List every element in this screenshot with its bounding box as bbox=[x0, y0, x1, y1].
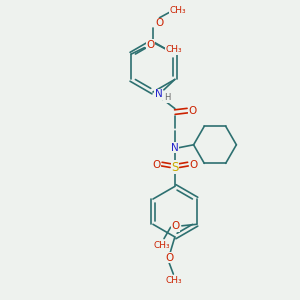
Text: H: H bbox=[164, 93, 170, 102]
Text: O: O bbox=[189, 160, 197, 170]
Text: CH₃: CH₃ bbox=[170, 6, 187, 15]
Text: O: O bbox=[152, 160, 160, 170]
Text: O: O bbox=[166, 253, 174, 263]
Text: O: O bbox=[189, 106, 197, 116]
Text: N: N bbox=[154, 89, 162, 99]
Text: CH₃: CH₃ bbox=[153, 241, 170, 250]
Text: S: S bbox=[171, 160, 178, 174]
Text: CH₃: CH₃ bbox=[166, 45, 182, 54]
Text: O: O bbox=[171, 221, 179, 231]
Text: O: O bbox=[146, 40, 154, 50]
Text: O: O bbox=[155, 18, 164, 28]
Text: N: N bbox=[171, 143, 179, 153]
Text: CH₃: CH₃ bbox=[166, 276, 183, 285]
